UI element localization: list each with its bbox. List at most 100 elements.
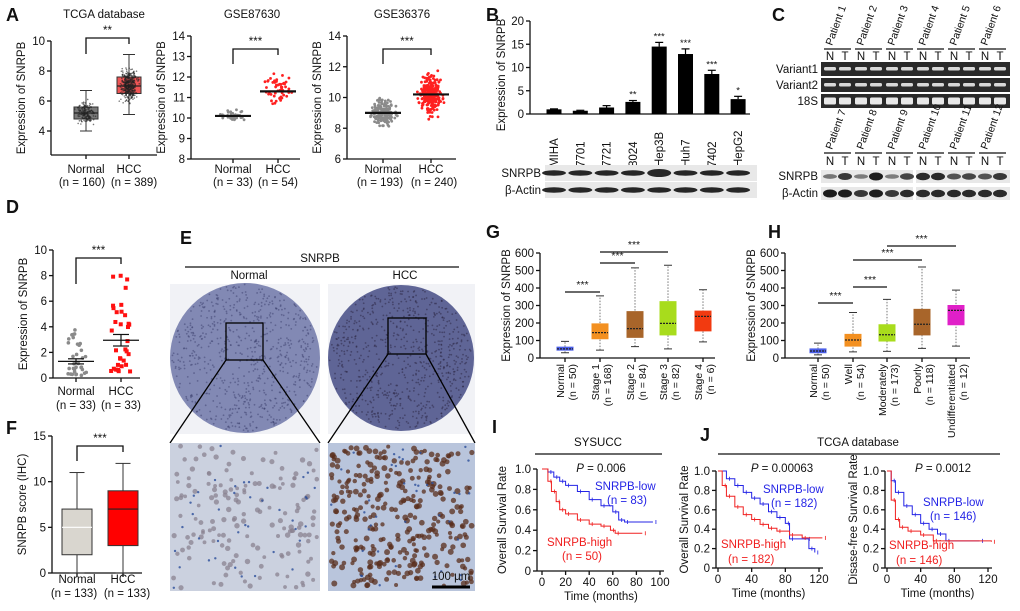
data-point xyxy=(385,116,389,120)
tma-texture xyxy=(174,367,177,370)
tma-texture xyxy=(212,422,215,425)
bar xyxy=(546,109,562,114)
tma-texture xyxy=(259,291,262,294)
tma-texture xyxy=(258,406,261,409)
tma-texture xyxy=(263,295,266,298)
y-tick-label: 10 xyxy=(172,113,185,125)
cell-nucleus xyxy=(233,497,239,503)
data-point xyxy=(428,87,432,90)
data-point xyxy=(84,102,86,104)
y-axis-label: SNRPB score (IHC) xyxy=(17,454,29,556)
x-tick-label: 0 xyxy=(884,574,890,586)
tma-texture xyxy=(200,310,203,312)
tma-texture xyxy=(265,404,267,406)
cell-nucleus xyxy=(211,581,216,586)
tma-texture xyxy=(209,410,212,413)
y-axis-label: Overall Survival Rate xyxy=(679,465,691,573)
data-point xyxy=(82,106,85,109)
tma-texture xyxy=(311,337,314,339)
data-point xyxy=(83,109,86,111)
tma-texture xyxy=(382,318,385,321)
data-point xyxy=(78,106,80,108)
tma-texture xyxy=(258,374,261,377)
tma-texture xyxy=(178,336,181,338)
patient-label: Patient 5 xyxy=(948,4,974,47)
cell-nucleus xyxy=(391,458,397,464)
data-point xyxy=(91,103,94,105)
tma-texture xyxy=(416,422,419,425)
tma-texture xyxy=(230,314,233,317)
tma-texture xyxy=(401,407,404,410)
tma-texture xyxy=(266,339,268,342)
y-tick-label: 11 xyxy=(173,93,185,105)
y-tick-label: 14 xyxy=(172,31,185,43)
tma-texture xyxy=(260,403,263,406)
cell-nucleus xyxy=(293,584,299,590)
tma-texture xyxy=(225,286,228,288)
cell-nucleus xyxy=(299,457,306,463)
tma-texture xyxy=(417,381,420,384)
tma-texture xyxy=(212,305,214,307)
tma-texture xyxy=(200,315,202,317)
data-point xyxy=(282,93,286,97)
legend-label: SNRPB-low xyxy=(923,497,984,509)
data-point xyxy=(285,94,289,98)
tma-texture xyxy=(340,342,343,345)
data-point xyxy=(129,83,132,86)
lane-label-n: N xyxy=(981,156,989,168)
y-tick-label: 600 xyxy=(760,248,779,260)
tma-texture xyxy=(179,360,182,363)
cell-nucleus xyxy=(345,478,351,484)
cell-nucleus xyxy=(404,460,411,466)
tma-texture xyxy=(381,372,384,375)
tma-texture xyxy=(245,427,248,430)
cell-nucleus xyxy=(384,549,390,556)
tma-texture xyxy=(252,420,254,423)
data-point xyxy=(81,117,84,119)
tma-texture xyxy=(259,345,262,348)
tma-texture xyxy=(192,337,195,340)
tma-texture xyxy=(465,370,468,373)
lane-label-n: N xyxy=(857,51,865,63)
data-point xyxy=(126,90,128,93)
cell-nucleus xyxy=(171,575,176,581)
tma-texture xyxy=(193,351,196,353)
blot-band xyxy=(931,189,945,198)
blot-band xyxy=(993,189,1007,198)
data-point xyxy=(127,322,132,327)
tma-texture xyxy=(275,402,278,405)
cell-nucleus xyxy=(225,495,231,501)
tma-texture xyxy=(245,294,247,296)
tma-texture xyxy=(238,407,241,410)
data-point xyxy=(287,87,291,91)
cell-nucleus xyxy=(446,453,452,459)
gel-band xyxy=(824,67,836,71)
tma-texture xyxy=(399,327,402,330)
tma-texture xyxy=(207,324,210,327)
tma-texture xyxy=(246,398,248,401)
lymphocyte xyxy=(191,512,194,516)
tma-texture xyxy=(203,360,206,363)
gel-band xyxy=(917,97,929,105)
data-point xyxy=(72,332,77,336)
tma-texture xyxy=(461,385,464,388)
tma-texture xyxy=(406,356,409,359)
tma-texture xyxy=(387,301,390,304)
tma-texture xyxy=(285,354,288,357)
data-point xyxy=(119,86,122,88)
tma-texture xyxy=(417,393,420,396)
cell-nucleus xyxy=(370,544,375,549)
data-point xyxy=(372,115,376,119)
x-tick-label: 80 xyxy=(779,574,792,586)
data-point xyxy=(121,77,123,80)
significance-bracket xyxy=(85,37,130,54)
data-point xyxy=(373,120,376,124)
data-point xyxy=(125,81,127,84)
data-point xyxy=(130,89,132,91)
tma-texture xyxy=(457,389,460,391)
data-point xyxy=(386,107,389,111)
chart-title: TCGA database xyxy=(817,437,899,449)
tma-texture xyxy=(346,349,349,352)
data-point xyxy=(125,99,128,101)
tma-texture xyxy=(361,394,364,397)
